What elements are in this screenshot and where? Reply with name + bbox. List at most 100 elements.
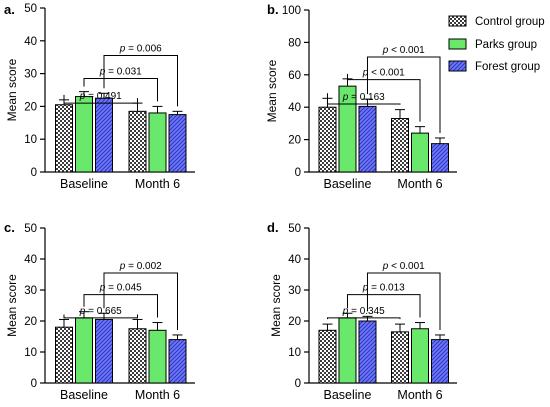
y-tick-label: 40 [24,254,37,266]
p-value-label: p = 0.013 [362,283,405,294]
y-axis-title: Mean score [265,59,279,122]
y-tick-label: 30 [288,285,301,297]
legend-label-control: Control group [475,16,545,28]
y-axis-title: Mean score [269,274,283,337]
y-tick-label: 50 [24,3,37,15]
bar [431,339,449,384]
legend-item-parks: Parks group [448,38,537,51]
legend-label-forest: Forest group [475,61,540,73]
category-label: Month 6 [135,388,180,402]
y-tick-label: 10 [24,347,37,359]
bar [411,328,429,384]
panel-d: d. 0 10 20 30 40 50 Mean score Baseline Month 6 p … [267,220,457,402]
y-tick-label: 0 [31,378,37,390]
bar [148,112,167,173]
p-value-label: p = 0.031 [99,67,142,78]
y-tick-label: 40 [288,102,301,114]
p-value-label: p = 0.163 [342,92,385,103]
legend-swatch-forest [448,60,467,72]
category-label: Month 6 [397,177,442,191]
significance-bracket [83,294,158,318]
p-value-label: p = 0.006 [119,44,162,55]
bar [411,132,429,173]
y-tick-label: 30 [24,69,37,81]
legend-swatch-parks [448,38,467,50]
p-value-label: p = 0.045 [99,283,142,294]
bar [391,331,409,384]
significance-bracket [366,56,441,133]
significance-bracket [83,78,158,102]
panel-b: b. 0 20 40 60 80 100 Mean score Baseline Month 6 p… [265,2,457,191]
bar [391,118,409,173]
y-tick-label: 20 [24,316,37,328]
bar [358,105,377,173]
significance-bracket [326,93,401,105]
bar [358,320,377,384]
y-tick-label: 20 [288,135,301,147]
category-label: Month 6 [397,388,442,402]
p-value-label: p = 0.665 [79,306,122,317]
p-value-label: p < 0.001 [362,68,405,79]
p-value-label: p = 0.491 [79,91,122,102]
bar [318,106,337,173]
y-tick-label: 50 [288,223,301,235]
legend: Control group Parks group Forest group [448,15,545,73]
bar [431,143,449,173]
significance-bracket [63,314,138,319]
significance-bracket [326,317,401,320]
significance-bracket [63,94,138,104]
y-tick-label: 0 [295,378,301,390]
y-tick-label: 20 [24,101,37,113]
bar [128,110,147,173]
bar [75,317,93,384]
significance-bracket [366,272,441,330]
p-value-label: p < 0.001 [382,261,425,272]
bar [95,318,113,384]
legend-swatch-control [448,15,467,27]
significance-bracket [346,294,421,318]
bar [338,317,357,384]
y-tick-label: 10 [288,347,301,359]
y-tick-label: 40 [24,36,37,48]
panel-letter: d. [267,220,279,235]
legend-item-forest: Forest group [448,60,540,73]
panel-c: c. 0 10 20 30 40 50 Mean score Baseline Month 6 p … [4,220,195,402]
legend-item-control: Control group [448,15,545,28]
bar [148,329,167,384]
p-value-label: p < 0.001 [382,45,425,56]
panel-a: a. 0 10 20 30 40 50 Mean score Baseline Month 6 p … [4,2,195,191]
y-axis-title: Mean score [5,274,19,337]
y-tick-label: 20 [288,316,301,328]
bar [75,96,93,173]
significance-bracket [103,272,178,330]
y-tick-label: 10 [24,134,37,146]
bar [55,104,73,173]
category-label: Month 6 [135,177,180,191]
panel-letter: b. [267,2,279,17]
legend-label-parks: Parks group [475,39,537,51]
panel-letter: a. [4,2,15,17]
category-label: Baseline [60,388,108,402]
category-label: Baseline [324,388,372,402]
y-tick-label: 100 [282,5,301,17]
y-tick-label: 0 [31,167,37,179]
y-tick-label: 40 [288,254,301,266]
y-tick-label: 30 [24,285,37,297]
category-label: Baseline [60,177,108,191]
p-value-label: p = 0.345 [342,306,385,317]
panel-letter: c. [4,220,15,235]
bar [128,328,147,384]
bar [168,114,187,173]
y-axis-title: Mean score [5,58,19,121]
y-tick-label: 0 [295,167,301,179]
significance-bracket [346,73,421,122]
bar [95,97,113,173]
bar [168,339,187,384]
significance-bracket [103,55,178,107]
p-value-label: p = 0.002 [119,261,162,272]
y-tick-label: 60 [288,70,301,82]
y-tick-label: 80 [288,37,301,49]
y-tick-label: 50 [24,223,37,235]
bar [318,329,337,384]
